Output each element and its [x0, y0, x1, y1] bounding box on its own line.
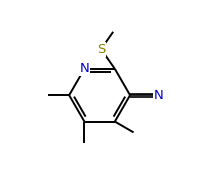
Text: N: N: [154, 89, 163, 102]
Text: N: N: [80, 62, 89, 75]
Text: S: S: [97, 43, 105, 56]
